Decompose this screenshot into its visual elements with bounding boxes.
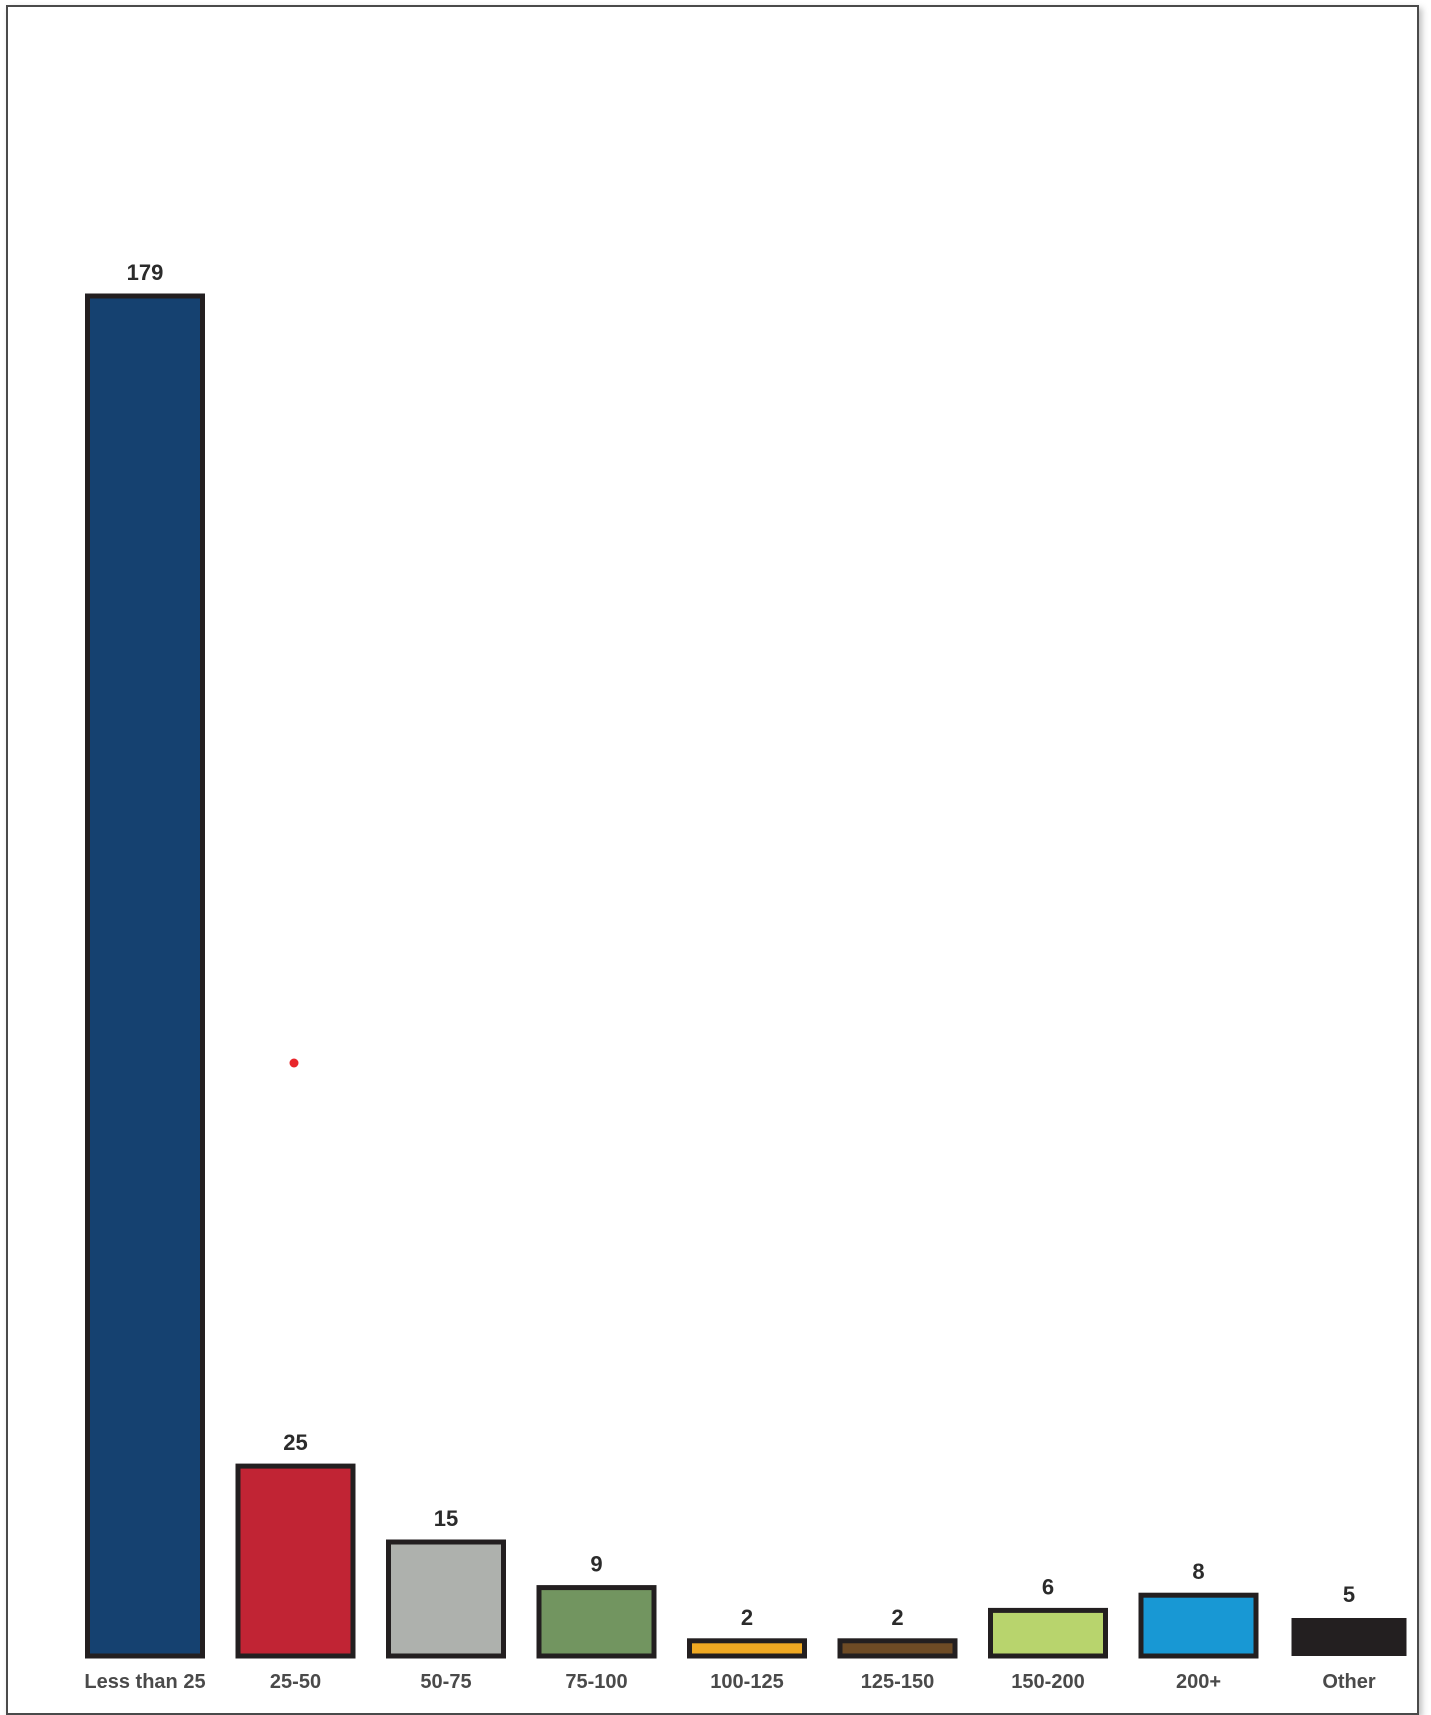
bar-value-label-4: 2 [741,1605,753,1630]
category-label-1: 25-50 [270,1671,321,1693]
bar-value-label-0: 179 [127,260,164,285]
red-dot-marker [289,1058,299,1068]
category-label-5: 125-150 [861,1671,934,1693]
category-label-2: 50-75 [420,1671,471,1693]
bar-7 [1138,1592,1259,1659]
category-label-6: 150-200 [1011,1671,1084,1693]
bar-value-label-2: 15 [434,1506,458,1531]
bar-value-label-8: 5 [1343,1582,1355,1607]
bar-value-label-1: 25 [283,1430,307,1455]
category-label-7: 200+ [1176,1671,1221,1693]
category-label-3: 75-100 [565,1671,627,1693]
bars-group [85,293,1407,1659]
bar-5 [837,1638,958,1659]
category-label-8: Other [1322,1671,1376,1693]
bar-6 [988,1607,1108,1659]
bar-value-label-5: 2 [891,1605,903,1630]
category-label-0: Less than 25 [84,1671,205,1693]
bar-2 [386,1539,506,1659]
bar-4 [687,1638,807,1659]
bar-1 [235,1463,356,1659]
bar-8 [1291,1618,1407,1656]
bar-3 [536,1585,657,1659]
value-labels-group: 179 25 15 9 2 2 6 8 5 [127,260,1355,1630]
bar-0 [85,293,205,1659]
category-label-4: 100-125 [710,1671,783,1693]
chart-frame [6,5,1419,1715]
bar-value-label-3: 9 [590,1552,602,1577]
bar-value-label-7: 8 [1192,1559,1204,1584]
category-labels-group: Less than 25 25-50 50-75 75-100 100-125 125-1… [84,1671,1375,1693]
bar-value-label-6: 6 [1042,1574,1054,1599]
